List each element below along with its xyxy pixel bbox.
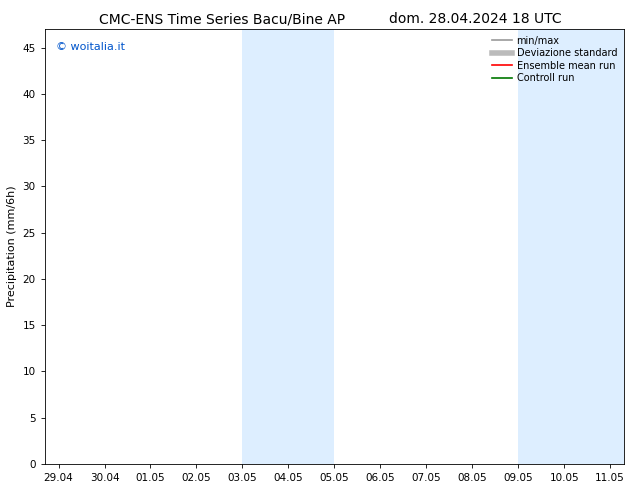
Legend: min/max, Deviazione standard, Ensemble mean run, Controll run: min/max, Deviazione standard, Ensemble m… (490, 34, 619, 85)
Text: dom. 28.04.2024 18 UTC: dom. 28.04.2024 18 UTC (389, 12, 562, 26)
Bar (242, 29, 334, 464)
Text: © woitalia.it: © woitalia.it (56, 42, 126, 52)
Bar (518, 29, 624, 464)
Y-axis label: Precipitation (mm/6h): Precipitation (mm/6h) (7, 186, 17, 307)
Text: CMC-ENS Time Series Bacu/Bine AP: CMC-ENS Time Series Bacu/Bine AP (99, 12, 345, 26)
